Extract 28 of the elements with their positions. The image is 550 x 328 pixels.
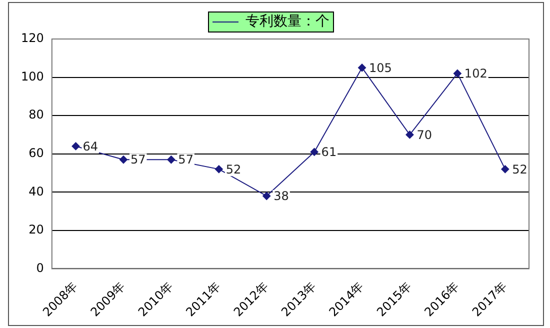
data-label: 52 [226,162,242,176]
data-label: 64 [82,139,98,154]
point [167,156,176,164]
y-tick-label: 100 [21,69,44,84]
data-label: 105 [369,60,392,75]
point [262,192,271,200]
point [453,69,462,78]
data-label: 61 [321,145,337,160]
point [119,156,128,164]
point [214,165,223,174]
point [358,64,366,72]
y-tick-label: 40 [28,184,44,198]
data-label: 57 [130,152,146,167]
legend-label: 专利数量：个 [246,14,330,30]
point [72,142,80,150]
y-tick-label: 20 [28,222,44,237]
data-label: 52 [512,162,528,176]
y-tick-label: 80 [28,108,44,122]
y-tick-label: 120 [21,31,44,46]
data-label: 102 [464,66,488,81]
data-label: 57 [178,152,194,167]
point [406,130,414,139]
data-label: 38 [274,189,289,204]
data-label: 70 [416,128,432,142]
point [501,165,510,174]
y-tick-label: 0 [36,260,44,275]
y-tick-label: 60 [28,146,44,160]
point [310,148,318,156]
